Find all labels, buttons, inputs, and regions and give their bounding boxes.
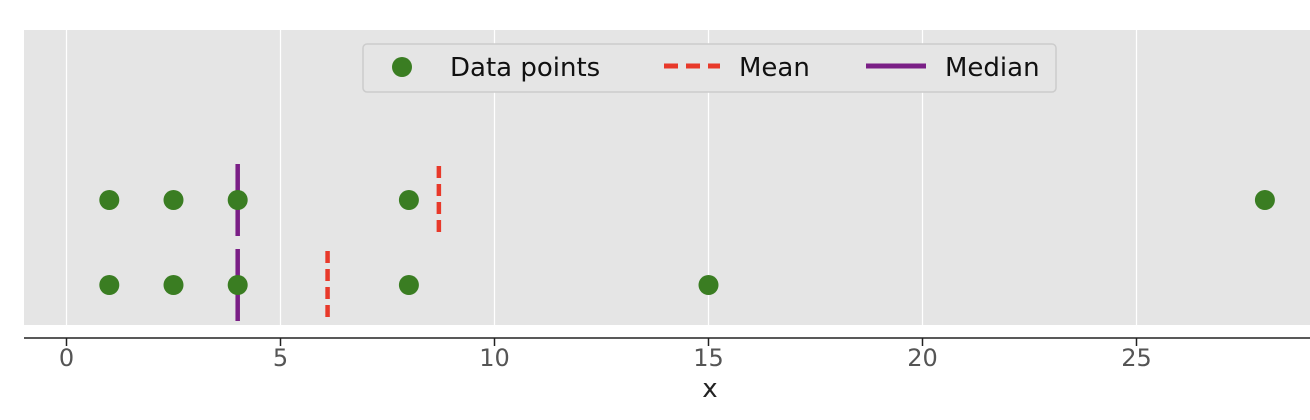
data-point-row-1-4 — [398, 190, 419, 210]
data-point-row-2-4 — [398, 275, 419, 295]
data-point-row-2-3 — [227, 275, 248, 295]
data-point-row-1-1 — [99, 190, 120, 210]
x-axis-ticks: 0 5 10 15 20 25 — [59, 338, 1152, 372]
x-tick-label-10: 10 — [479, 344, 510, 372]
x-tick-label-15: 15 — [693, 344, 724, 372]
legend: Data points Mean Median — [362, 43, 1057, 93]
data-point-row-1-5 — [1254, 190, 1275, 210]
x-tick-label-25: 25 — [1121, 344, 1152, 372]
data-point-row-1-2 — [163, 190, 184, 210]
legend-label-median: Median — [945, 53, 1040, 83]
data-point-row-2-1 — [99, 275, 120, 295]
legend-label-mean: Mean — [739, 53, 810, 83]
legend-label-data-points: Data points — [450, 53, 600, 83]
data-point-row-2-5 — [698, 275, 719, 295]
data-point-row-2-2 — [163, 275, 184, 295]
legend-marker-data-points — [392, 57, 412, 77]
x-tick-label-0: 0 — [59, 344, 74, 372]
x-tick-label-20: 20 — [907, 344, 938, 372]
x-tick-label-5: 5 — [273, 344, 288, 372]
x-axis-label: x — [702, 374, 717, 404]
data-point-row-1-3 — [227, 190, 248, 210]
series-layer — [99, 164, 1275, 321]
